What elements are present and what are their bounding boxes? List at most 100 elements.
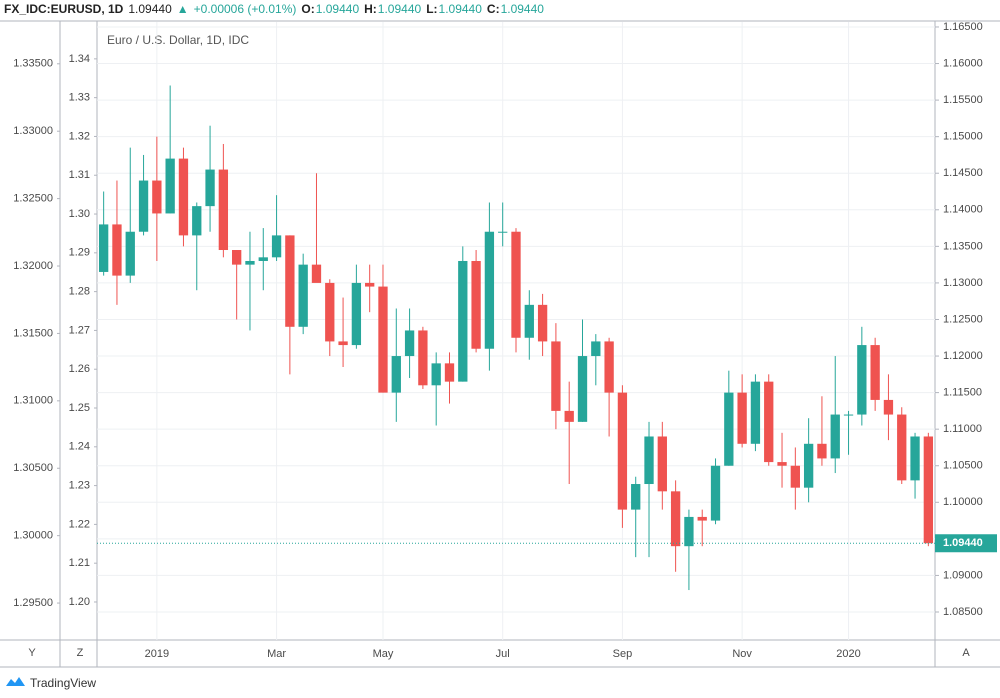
candle-body (338, 341, 348, 346)
candle-body (724, 392, 734, 466)
candle-body (192, 206, 202, 236)
candle-body (857, 345, 867, 415)
y-tick-label: 1.27 (69, 324, 90, 336)
header-text: H: (364, 2, 377, 16)
x-tick-label: Nov (732, 648, 752, 660)
candle-body (750, 381, 761, 444)
y-tick-label: 1.12000 (943, 350, 983, 362)
candle-body (737, 392, 747, 444)
candle-body (923, 436, 934, 544)
candle-body (670, 491, 681, 547)
y-tick-label: 1.29500 (13, 597, 53, 609)
candle-body (205, 169, 215, 207)
candle-body (537, 304, 548, 342)
candle-body (803, 443, 814, 488)
candle-body (883, 399, 894, 415)
candle-body (258, 257, 268, 261)
brand[interactable]: TradingView (30, 676, 96, 690)
x-tick-label: Sep (613, 648, 633, 660)
y-tick-label: 1.30000 (13, 530, 53, 542)
candle-body (458, 260, 468, 382)
button[interactable]: A (962, 647, 970, 659)
candle-body (710, 465, 721, 521)
y-tick-label: 1.31500 (13, 327, 53, 339)
button[interactable]: Y (28, 647, 36, 659)
y-tick-label: 1.11000 (943, 423, 982, 435)
candle-body (298, 264, 308, 327)
candle-body (644, 436, 654, 485)
candle-body (444, 363, 455, 382)
candle-body (764, 381, 774, 463)
y-tick-label: 1.31 (69, 169, 90, 181)
y-tick-label: 1.31000 (13, 395, 53, 407)
y-tick-label: 1.26 (69, 363, 90, 375)
candle-body (830, 414, 840, 459)
candle-body (657, 436, 667, 492)
candle-body (325, 282, 335, 342)
y-tick-label: 1.14500 (943, 167, 983, 179)
y-tick-label: 1.32000 (13, 260, 53, 272)
y-tick-label: 1.30 (69, 208, 90, 220)
button[interactable]: Z (77, 647, 84, 659)
header-text: 1.09440 (501, 2, 545, 16)
x-tick-label: May (373, 648, 394, 660)
x-tick-label: Mar (267, 648, 286, 660)
candle-body (418, 330, 428, 386)
header-text: 1.09440 (316, 2, 360, 16)
frame (0, 20, 1000, 668)
x-tick-label: Jul (496, 648, 510, 660)
candle-body (631, 484, 641, 510)
y-tick-label: 1.33 (69, 92, 90, 104)
candle-body (564, 410, 574, 422)
y-tick-label: 1.22 (69, 518, 90, 530)
candle-body (285, 235, 295, 327)
last-price-label: 1.09440 (943, 537, 983, 549)
series-title: Euro / U.S. Dollar, 1D, IDC (107, 33, 249, 47)
header: FX_IDC:EURUSD, 1D 1.09440 ▲ +0.00006 (+0.01… (4, 2, 544, 16)
header-text: 1.09440 (128, 2, 172, 16)
header-text: +0.00006 (+0.01%) (194, 2, 297, 16)
candle-body (897, 414, 907, 481)
y-tick-label: 1.12500 (943, 313, 983, 325)
y-tick-label: 1.32 (69, 130, 90, 142)
y-tick-label: 1.15000 (943, 131, 983, 143)
y-tick-label: 1.15500 (943, 94, 983, 106)
header-text: 1.09440 (439, 2, 483, 16)
y-tick-label: 1.32500 (13, 193, 53, 205)
brand-logo (6, 677, 25, 686)
header-text: L: (426, 2, 437, 16)
candle-body (351, 282, 362, 346)
y-tick-label: 1.25 (69, 402, 90, 414)
candle-body (524, 304, 534, 338)
candle-body (870, 345, 880, 400)
candle-body (365, 282, 375, 287)
y-tick-label: 1.30500 (13, 462, 53, 474)
y-tick-label: 1.24 (69, 441, 90, 453)
candle-body (311, 264, 322, 283)
candle-body (165, 158, 175, 214)
header-text: FX_IDC:EURUSD, 1D (4, 2, 124, 16)
candle-body (112, 224, 122, 276)
header-text: ▲ (177, 2, 189, 16)
y-tick-label: 1.10000 (943, 496, 983, 508)
candle-body (98, 224, 109, 272)
candle-body (391, 356, 401, 393)
last-price-box (935, 534, 997, 553)
y-tick-label: 1.13000 (943, 277, 983, 289)
y-tick-label: 1.13500 (943, 240, 983, 252)
candle-body (152, 180, 162, 214)
y-tick-label: 1.14000 (943, 204, 983, 216)
candle-body (777, 462, 787, 466)
candle-body (684, 516, 694, 547)
y-tick-label: 1.33500 (13, 58, 53, 70)
candle-body (817, 443, 827, 459)
candle-body (404, 330, 415, 357)
candle-body (697, 516, 707, 521)
candle-body (498, 231, 508, 233)
y-tick-label: 1.08500 (943, 606, 983, 618)
candle-body (790, 465, 800, 488)
x-tick-label: 2020 (836, 648, 860, 660)
candle-body (910, 436, 920, 481)
